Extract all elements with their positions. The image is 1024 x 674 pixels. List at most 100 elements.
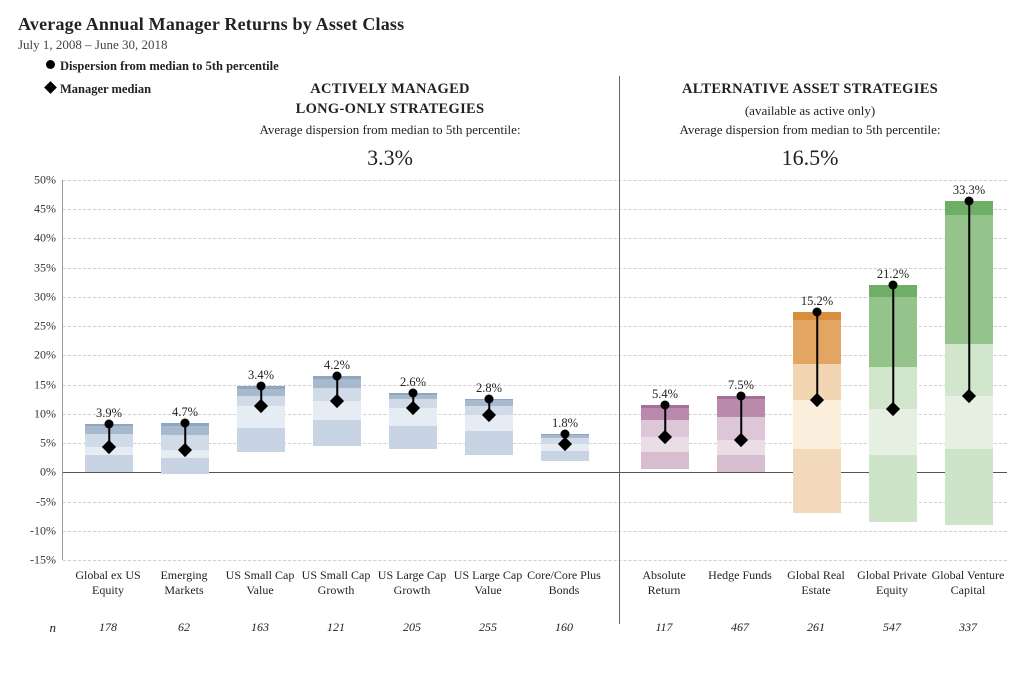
y-axis-label: 10% (18, 406, 56, 421)
chart-title: Average Annual Manager Returns by Asset … (18, 14, 1006, 35)
bar-group: 21.2% (869, 180, 917, 560)
bar-group: 3.4% (237, 180, 285, 560)
legend-median-label: Manager median (60, 81, 151, 98)
bar-group: 33.3% (945, 180, 993, 560)
x-axis-label: US Large Cap Value (451, 568, 525, 598)
dispersion-whisker (968, 201, 970, 396)
y-axis-label: -15% (18, 553, 56, 568)
n-label: 205 (375, 620, 449, 635)
bar-group: 2.6% (389, 180, 437, 560)
dispersion-whisker (816, 312, 818, 401)
y-axis-label: 25% (18, 319, 56, 334)
y-axis-label: 15% (18, 377, 56, 392)
bar-segment (313, 420, 361, 446)
n-label: 255 (451, 620, 525, 635)
n-label: 261 (779, 620, 853, 635)
panel-avg-value: 16.5% (630, 143, 990, 173)
dispersion-label: 33.3% (953, 183, 985, 198)
bar-group: 4.2% (313, 180, 361, 560)
y-axis-label: 50% (18, 173, 56, 188)
y-axis-label: 35% (18, 260, 56, 275)
bar-group: 5.4% (641, 180, 689, 560)
panel-separator (619, 76, 620, 624)
x-axis-label: Global ex US Equity (71, 568, 145, 598)
panel-title-line2: LONG-ONLY STRATEGIES (180, 100, 600, 120)
x-axis-label: Global Real Estate (779, 568, 853, 598)
y-axis-label: 30% (18, 289, 56, 304)
panel-avg-value: 3.3% (180, 143, 600, 173)
bar-group: 2.8% (465, 180, 513, 560)
panel-header-alt: ALTERNATIVE ASSET STRATEGIES (available … (630, 80, 990, 172)
bar-segment (869, 455, 917, 522)
panel-title-line1: ACTIVELY MANAGED (180, 80, 600, 100)
bar-group: 15.2% (793, 180, 841, 560)
n-key-label: n (18, 620, 56, 636)
bar-segment (793, 449, 841, 513)
dispersion-label: 7.5% (728, 378, 754, 393)
dispersion-label: 4.2% (324, 358, 350, 373)
bar-segment (85, 455, 133, 473)
bar-segment (389, 426, 437, 449)
bar-group: 1.8% (541, 180, 589, 560)
x-axis-label: Emerging Markets (147, 568, 221, 598)
panel-avg-label: Average dispersion from median to 5th pe… (180, 121, 600, 139)
legend-diamond-icon (44, 81, 57, 94)
bar-segment (465, 431, 513, 454)
panel-header-active: ACTIVELY MANAGED LONG-ONLY STRATEGIES Av… (180, 80, 600, 172)
plot-area: 3.9% 4.7% 3.4% 4.2% 2.6% 2.8% 1.8% 5.4% 7.5% 15.2… (62, 180, 1007, 560)
x-axis-label: Global Venture Capital (931, 568, 1005, 598)
chart-container: Average Annual Manager Returns by Asset … (0, 0, 1024, 674)
dispersion-label: 1.8% (552, 416, 578, 431)
dispersion-whisker (892, 285, 894, 409)
dispersion-label: 2.8% (476, 381, 502, 396)
n-label: 467 (703, 620, 777, 635)
n-label: 121 (299, 620, 373, 635)
x-axis-label: Core/Core Plus Bonds (527, 568, 601, 598)
panel-title-line2: (available as active only) (630, 102, 990, 120)
bar-segment (717, 455, 765, 473)
x-axis-label: Global Private Equity (855, 568, 929, 598)
y-axis-label: 45% (18, 202, 56, 217)
y-axis-label: -5% (18, 494, 56, 509)
dispersion-label: 3.4% (248, 368, 274, 383)
dispersion-label: 5.4% (652, 387, 678, 402)
grid-line (63, 560, 1007, 561)
bar-segment (161, 458, 209, 474)
dispersion-label: 2.6% (400, 375, 426, 390)
y-axis-label: 20% (18, 348, 56, 363)
n-label: 547 (855, 620, 929, 635)
y-axis-label: 5% (18, 436, 56, 451)
n-label: 117 (627, 620, 701, 635)
x-axis-label: US Small Cap Growth (299, 568, 373, 598)
bar-segment (945, 449, 993, 525)
panel-title-line1: ALTERNATIVE ASSET STRATEGIES (630, 80, 990, 100)
panel-avg-label: Average dispersion from median to 5th pe… (630, 121, 990, 139)
dispersion-label: 4.7% (172, 405, 198, 420)
bar-group: 7.5% (717, 180, 765, 560)
dispersion-label: 3.9% (96, 406, 122, 421)
legend-dispersion-label: Dispersion from median to 5th percentile (60, 58, 279, 75)
x-axis-label: US Small Cap Value (223, 568, 297, 598)
y-axis-label: 0% (18, 465, 56, 480)
n-label: 160 (527, 620, 601, 635)
x-axis-label: US Large Cap Growth (375, 568, 449, 598)
dispersion-label: 21.2% (877, 267, 909, 282)
bar-segment (641, 452, 689, 470)
n-label: 178 (71, 620, 145, 635)
dispersion-label: 15.2% (801, 294, 833, 309)
bar-segment (945, 396, 993, 449)
x-axis-label: Absolute Return (627, 568, 701, 598)
bar-segment (793, 400, 841, 449)
x-axis-label: Hedge Funds (703, 568, 777, 583)
bar-segment (541, 451, 589, 461)
bar-group: 3.9% (85, 180, 133, 560)
legend-dot-icon (46, 60, 55, 69)
chart-subtitle: July 1, 2008 – June 30, 2018 (18, 37, 1006, 53)
bar-segment (237, 428, 285, 451)
n-label: 337 (931, 620, 1005, 635)
chart-area: n 3.9%4.7%3.4%4.2%2.6%2.8%1.8%5.4%7.5%15… (18, 180, 1006, 610)
n-label: 62 (147, 620, 221, 635)
bar-group: 4.7% (161, 180, 209, 560)
y-axis-label: -10% (18, 523, 56, 538)
y-axis-label: 40% (18, 231, 56, 246)
